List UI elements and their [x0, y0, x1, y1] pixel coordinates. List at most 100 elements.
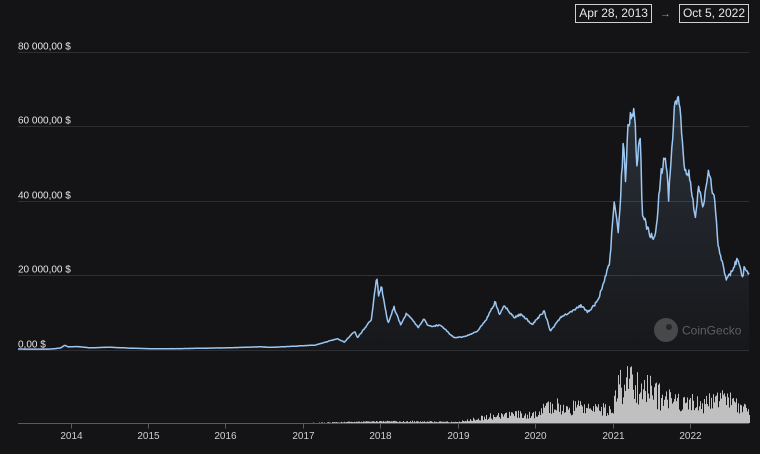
volume-bar	[688, 409, 689, 423]
volume-bar	[458, 422, 459, 423]
volume-bar	[456, 422, 457, 423]
volume-bar	[588, 403, 589, 423]
volume-bar	[599, 410, 600, 423]
volume-bar	[720, 392, 721, 423]
volume-bar	[475, 420, 476, 423]
volume-bar	[660, 410, 661, 423]
volume-bar	[706, 395, 707, 423]
volume-bar	[638, 404, 639, 423]
volume-bar	[321, 422, 322, 423]
volume-bar	[495, 417, 496, 423]
volume-bar	[470, 419, 471, 423]
volume-bar	[391, 421, 392, 423]
volume-bar	[415, 422, 416, 423]
volume-bar	[709, 393, 710, 423]
volume-bar	[686, 402, 687, 423]
volume-bar	[399, 421, 400, 423]
volume-bar	[354, 421, 355, 423]
date-range-selector: Apr 28, 2013 → Oct 5, 2022	[575, 4, 749, 23]
volume-bar	[535, 411, 536, 423]
volume-bar	[623, 397, 624, 423]
volume-bar	[745, 404, 746, 423]
volume-bar	[673, 401, 674, 423]
volume-bar	[627, 366, 628, 423]
volume-bar	[607, 413, 608, 423]
volume-bar	[520, 411, 521, 423]
volume-bar	[333, 422, 334, 423]
volume-bar	[425, 422, 426, 423]
volume-bar	[689, 399, 690, 423]
volume-bar	[375, 422, 376, 423]
volume-bar	[584, 404, 585, 423]
volume-bar	[403, 421, 404, 423]
volume-bar	[592, 411, 593, 423]
volume-bar	[678, 393, 679, 423]
volume-bar	[449, 422, 450, 423]
volume-bar	[738, 403, 739, 423]
volume-bar	[436, 421, 437, 423]
volume-bar	[740, 404, 741, 423]
volume-bar	[406, 421, 407, 423]
volume-bar	[561, 414, 562, 423]
volume-bar	[730, 392, 731, 423]
volume-bar	[446, 421, 447, 423]
volume-bar	[344, 421, 345, 423]
volume-bar	[545, 405, 546, 423]
volume-bar	[465, 420, 466, 423]
coingecko-logo-icon	[654, 318, 678, 342]
volume-bar	[433, 422, 434, 423]
x-tick-label: 2015	[137, 431, 160, 442]
volume-bar	[462, 420, 463, 423]
volume-bar	[632, 374, 633, 423]
volume-bar	[377, 421, 378, 423]
volume-bar	[681, 410, 682, 423]
volume-bar	[414, 421, 415, 423]
volume-bar	[484, 416, 485, 423]
volume-bar	[640, 392, 641, 423]
volume-bar	[353, 422, 354, 423]
volume-bar	[345, 422, 346, 423]
watermark-text: CoinGecko	[682, 324, 742, 338]
volume-bar	[683, 397, 684, 423]
volume-bar	[443, 421, 444, 423]
volume-bar	[648, 393, 649, 423]
volume-bar	[573, 400, 574, 423]
volume-bar	[487, 419, 488, 423]
volume-bar	[395, 421, 396, 423]
volume-bar	[682, 409, 683, 423]
volume-bar	[511, 412, 512, 423]
volume-bar	[656, 382, 657, 423]
volume-bar	[741, 405, 742, 423]
volume-bar	[746, 407, 747, 423]
start-date-field[interactable]: Apr 28, 2013	[575, 4, 652, 23]
volume-bar	[735, 402, 736, 423]
volume-bar	[526, 418, 527, 423]
volume-bar	[675, 394, 676, 423]
volume-bar	[600, 411, 601, 423]
volume-bar	[674, 398, 675, 423]
volume-bar	[337, 422, 338, 423]
volume-bar	[329, 422, 330, 423]
volume-bar	[508, 417, 509, 423]
volume-bar	[629, 378, 630, 423]
volume-bar	[567, 406, 568, 423]
volume-bar	[690, 397, 691, 423]
volume-bar	[450, 422, 451, 423]
volume-bar	[748, 409, 749, 423]
volume-bar	[650, 375, 651, 423]
volume-bar	[721, 398, 722, 423]
volume-bar	[442, 421, 443, 423]
volume-bar	[649, 398, 650, 423]
volume-bar	[522, 417, 523, 423]
y-tick-label: 80 000,00 $	[18, 42, 71, 53]
volume-bar	[564, 412, 565, 423]
volume-bar	[628, 388, 629, 423]
volume-bar	[537, 416, 538, 423]
volume-bar	[368, 421, 369, 423]
volume-bar	[635, 385, 636, 423]
end-date-field[interactable]: Oct 5, 2022	[678, 4, 749, 23]
volume-bar	[731, 405, 732, 423]
volume-bar	[694, 410, 695, 423]
volume-bar	[498, 413, 499, 423]
volume-bar	[602, 415, 603, 423]
